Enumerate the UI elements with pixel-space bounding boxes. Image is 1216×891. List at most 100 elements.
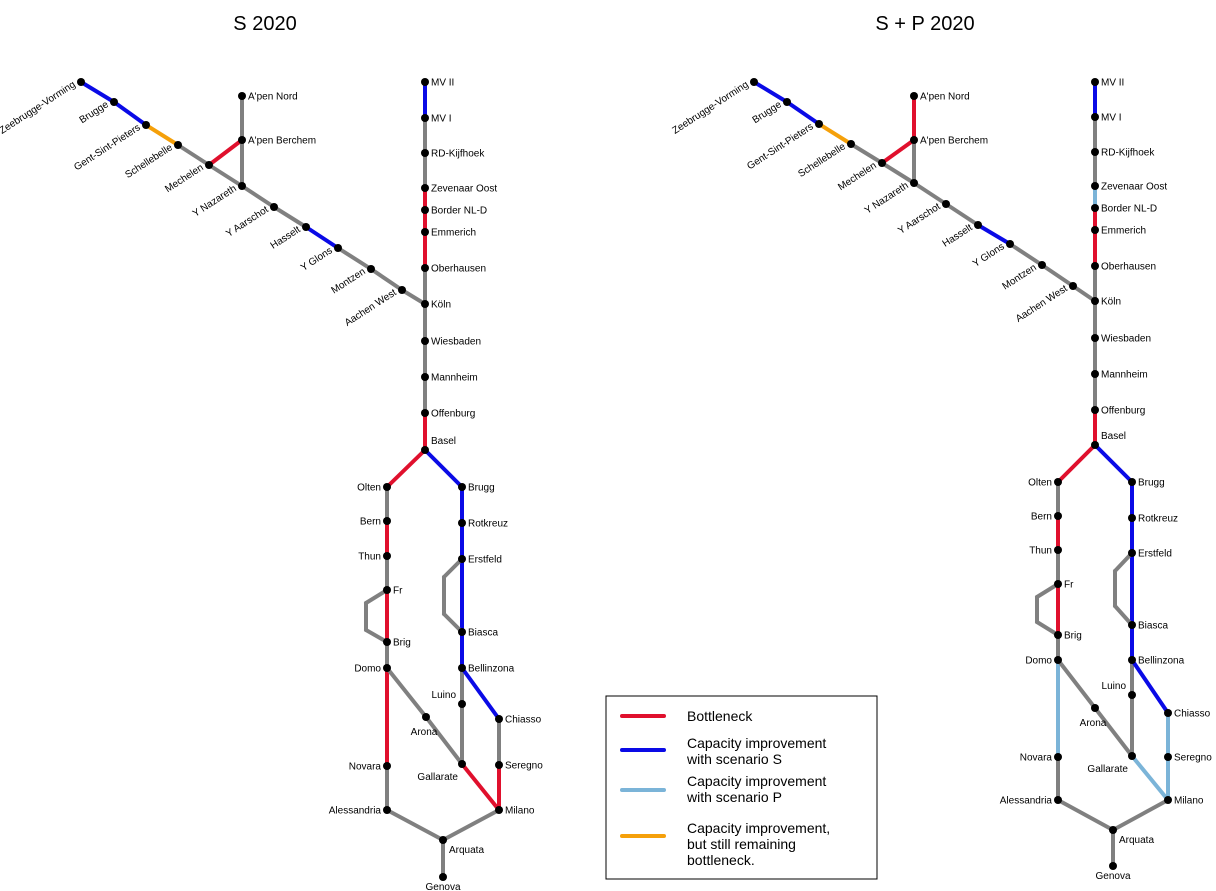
station-label-bern: Bern xyxy=(1031,512,1052,523)
station-label-oberhausen: Oberhausen xyxy=(431,264,486,275)
station-dot-alessandria xyxy=(383,806,391,814)
legend-line: with scenario S xyxy=(686,751,782,767)
station-dot-olten xyxy=(383,483,391,491)
legend-label-bottleneck: Bottleneck xyxy=(687,708,753,724)
station-label-mannheim: Mannheim xyxy=(1101,370,1148,381)
station-dot-brig xyxy=(383,638,391,646)
diagram-title: S 2020 xyxy=(233,13,296,35)
segment-aachen-koln xyxy=(1071,284,1097,303)
segment-fr_loop_b-brig xyxy=(1035,620,1060,637)
segment-montzen-aachen xyxy=(1040,263,1075,288)
station-label-domo: Domo xyxy=(354,664,381,675)
station-dot-olten xyxy=(1054,478,1062,486)
station-label-wiesbaden: Wiesbaden xyxy=(1101,334,1151,345)
station-dot-mv2 xyxy=(1091,78,1099,86)
station-label-emmerich: Emmerich xyxy=(1101,226,1146,237)
station-dot-oberhausen xyxy=(421,264,429,272)
station-dot-luino xyxy=(1128,691,1136,699)
station-dot-novara xyxy=(383,762,391,770)
station-dot-seregno xyxy=(1164,753,1172,761)
segment-zeebrugge-brugge xyxy=(752,80,789,104)
station-dot-mv1 xyxy=(421,114,429,122)
legend: Bottleneck Capacity improvement with sce… xyxy=(605,695,878,880)
segment-hasselt-yglons xyxy=(304,225,340,250)
station-dot-hasselt xyxy=(302,223,310,231)
segment-mechelen-ynazareth xyxy=(880,161,916,185)
track-segments xyxy=(752,80,1170,868)
station-label-seregno: Seregno xyxy=(1174,753,1212,764)
station-label-montzen: Montzen xyxy=(1000,262,1038,292)
station-label-mechelen: Mechelen xyxy=(163,162,205,195)
station-dot-yglons xyxy=(334,244,342,252)
legend-line: Capacity improvement xyxy=(687,735,826,751)
station-dot-koln xyxy=(1091,297,1099,305)
station-label-biasca: Biasca xyxy=(1138,621,1168,632)
station-dot-apenberchem xyxy=(910,136,918,144)
station-label-aachen: Aachen West xyxy=(1014,283,1070,325)
station-dot-schellebelle xyxy=(847,140,855,148)
station-label-brugg: Brugg xyxy=(468,483,495,494)
station-label-arona: Arona xyxy=(1080,718,1107,729)
legend-line: Bottleneck xyxy=(687,708,753,724)
station-label-basel: Basel xyxy=(431,436,456,447)
station-label-seregno: Seregno xyxy=(505,761,543,772)
station-dot-bern xyxy=(383,517,391,525)
station-label-rotkreuz: Rotkreuz xyxy=(468,519,508,530)
legend-box xyxy=(605,695,878,880)
station-dot-arquata xyxy=(439,836,447,844)
station-label-brig: Brig xyxy=(393,638,411,649)
segment-zeebrugge-brugge xyxy=(79,80,116,104)
segment-domo-arona xyxy=(385,666,428,719)
station-dot-wiesbaden xyxy=(421,337,429,345)
station-dot-brugge xyxy=(783,98,791,106)
segment-basel-brugg xyxy=(423,448,464,489)
segment-alessandria-arquata xyxy=(385,808,445,842)
station-label-zevenaar: Zevenaar Oost xyxy=(1101,182,1167,193)
legend-line: with scenario P xyxy=(686,789,782,805)
station-dot-emmerich xyxy=(421,228,429,236)
station-label-apenberchem: A'pen Berchem xyxy=(920,136,988,147)
segment-arquata-milano xyxy=(441,808,501,842)
segment-schellebelle-mechelen xyxy=(176,143,211,167)
station-dot-apennord xyxy=(910,92,918,100)
station-label-brugg: Brugg xyxy=(1138,478,1165,489)
legend-label-scenario-s: Capacity improvement with scenario S xyxy=(686,735,830,767)
station-label-gallarate: Gallarate xyxy=(1087,764,1128,775)
station-dot-zeebrugge xyxy=(77,78,85,86)
station-label-brugge: Brugge xyxy=(78,99,111,126)
segment-yglons-montzen xyxy=(1008,242,1044,267)
segment-mechelen-ynazareth xyxy=(207,163,244,188)
station-label-genova: Genova xyxy=(1095,871,1130,882)
station-label-rdkijf: RD-Kijfhoek xyxy=(1101,148,1155,159)
station-dot-brig xyxy=(1054,631,1062,639)
station-label-gallarate: Gallarate xyxy=(417,772,458,783)
segment-mechelen-apenberchem xyxy=(880,138,916,165)
segment-yglons-montzen xyxy=(336,246,373,271)
station-dot-yaarschot xyxy=(942,200,950,208)
station-dot-aachen xyxy=(398,286,406,294)
station-label-bern: Bern xyxy=(360,517,381,528)
segment-arona-gallarate xyxy=(1093,706,1134,758)
legend-line: bottleneck. xyxy=(687,852,755,868)
station-label-milano: Milano xyxy=(505,806,535,817)
station-label-emmerich: Emmerich xyxy=(431,228,476,239)
station-dot-erstfeld xyxy=(1128,549,1136,557)
station-dot-offenburg xyxy=(1091,406,1099,414)
segment-gent-schellebelle xyxy=(144,123,180,147)
station-dot-mechelen xyxy=(878,159,886,167)
station-label-yglons: Y Glons xyxy=(971,241,1007,270)
station-dot-domo xyxy=(383,664,391,672)
station-label-arona: Arona xyxy=(411,727,438,738)
segment-basel-brugg xyxy=(1093,443,1134,484)
station-label-hasselt: Hasselt xyxy=(941,222,975,250)
station-dot-chiasso xyxy=(1164,709,1172,717)
legend-label-remaining: Capacity improvement, but still remainin… xyxy=(687,820,834,868)
station-label-zevenaar: Zevenaar Oost xyxy=(431,184,497,195)
station-dot-novara xyxy=(1054,753,1062,761)
station-dot-rotkreuz xyxy=(1128,514,1136,522)
station-dot-offenburg xyxy=(421,409,429,417)
station-label-rdkijf: RD-Kijfhoek xyxy=(431,149,485,160)
station-dot-mannheim xyxy=(421,373,429,381)
station-dot-brugg xyxy=(1128,478,1136,486)
station-label-fr: Fr xyxy=(1064,580,1074,591)
